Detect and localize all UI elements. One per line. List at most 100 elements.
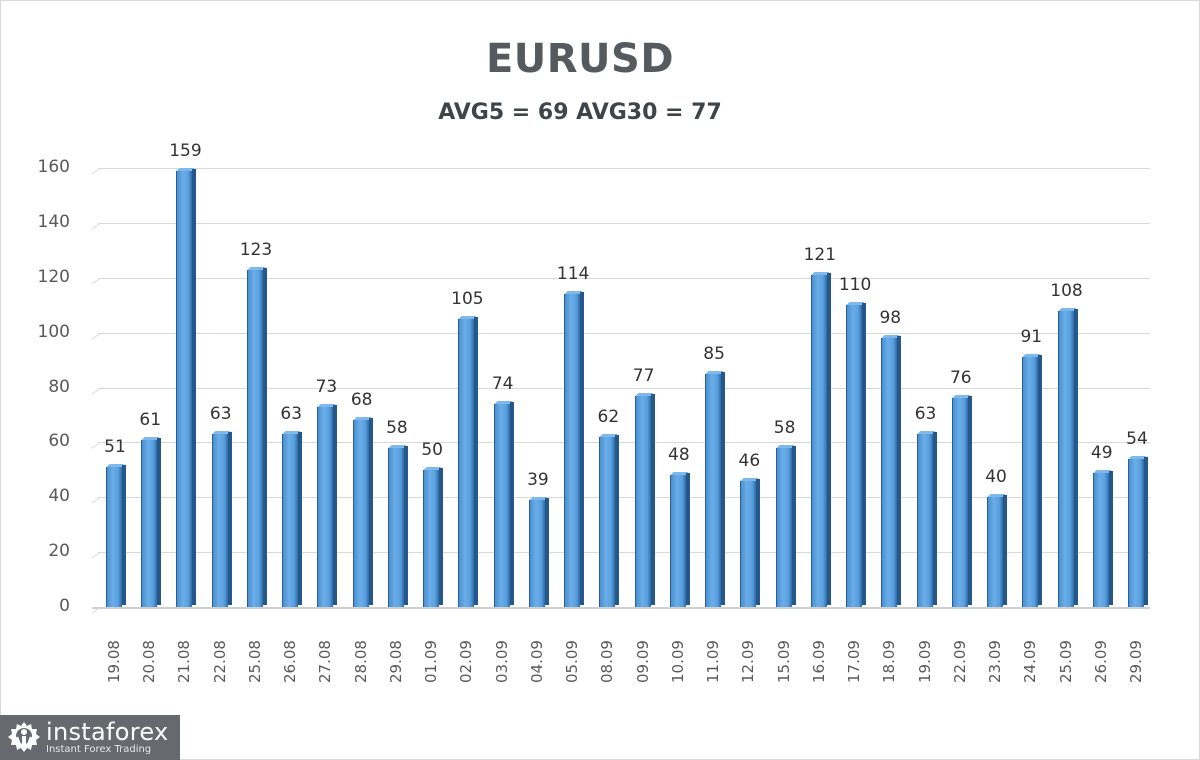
data-label: 58	[773, 417, 796, 438]
bar-05.09	[564, 292, 585, 607]
bar-10.09	[669, 473, 690, 607]
bar-22.09	[951, 396, 972, 607]
x-tick-label: 25.08	[245, 640, 264, 683]
data-label: 61	[139, 409, 162, 430]
bar-19.09	[916, 432, 937, 607]
data-label: 76	[949, 368, 972, 389]
x-tick-label: 25.09	[1056, 640, 1075, 683]
gridline	[98, 277, 1150, 279]
x-tick-label: 08.09	[598, 640, 617, 683]
data-label: 39	[527, 469, 549, 490]
y-tick-label: 60	[48, 431, 70, 452]
bar-20.08	[141, 437, 162, 607]
x-tick-label: 16.09	[809, 640, 828, 683]
bar-12.09	[740, 478, 761, 607]
data-label: 114	[556, 264, 590, 285]
data-label: 48	[668, 445, 690, 466]
x-tick-label: 21.08	[175, 640, 194, 683]
x-tick-label: 27.08	[316, 640, 335, 683]
x-tick-label: 17.09	[845, 640, 864, 683]
gridline	[98, 497, 1150, 499]
x-tick-label: 19.08	[105, 640, 123, 683]
bar-03.09	[493, 401, 514, 607]
data-label: 49	[1090, 442, 1113, 463]
x-axis-floor	[92, 607, 1150, 609]
data-label: 50	[421, 439, 443, 460]
bar-01.09	[423, 467, 444, 607]
gear-person-logo-icon	[8, 721, 40, 752]
x-tick-label: 18.09	[880, 640, 899, 683]
bar-16.09	[810, 273, 831, 607]
gridline	[98, 332, 1150, 334]
gridline-cap	[91, 277, 101, 285]
data-label: 73	[315, 376, 338, 397]
bar-18.09	[881, 336, 902, 607]
x-tick-label: 22.09	[950, 640, 969, 683]
bar-28.08	[352, 418, 373, 607]
x-tick-label: 23.09	[986, 640, 1005, 683]
data-label: 74	[491, 373, 514, 394]
gridline	[98, 387, 1150, 389]
x-tick-label: 11.09	[704, 640, 723, 683]
gridline-cap	[91, 222, 101, 230]
data-label: 63	[209, 404, 232, 425]
y-tick-label: 40	[48, 486, 70, 507]
x-tick-label: 02.09	[457, 640, 476, 683]
data-label: 58	[386, 417, 408, 438]
bar-29.08	[387, 445, 408, 607]
gridline-cap	[91, 387, 101, 395]
x-tick-label: 05.09	[563, 640, 582, 683]
y-tick-label: 80	[48, 376, 70, 397]
data-label: 110	[838, 275, 872, 296]
data-label: 63	[280, 404, 303, 425]
bar-26.09	[1092, 470, 1113, 607]
data-label: 159	[169, 140, 202, 161]
y-tick-label: 120	[37, 266, 70, 287]
gridline-cap	[91, 552, 101, 559]
data-label: 40	[985, 467, 1007, 488]
data-label: 98	[879, 308, 902, 329]
x-tick-label: 20.08	[140, 640, 159, 683]
bar-08.09	[599, 434, 620, 607]
gridline	[98, 222, 1150, 224]
bar-27.08	[317, 404, 338, 607]
instaforex-watermark: instaforex Instant Forex Trading	[0, 715, 180, 760]
brand-tagline: Instant Forex Trading	[46, 744, 152, 755]
x-tick-label: 24.09	[1021, 640, 1040, 683]
gridline	[98, 168, 1150, 169]
bar-29.09	[1128, 456, 1148, 607]
bar-17.09	[846, 303, 867, 607]
data-label: 62	[597, 406, 620, 427]
x-tick-label: 28.08	[351, 640, 370, 683]
x-tick-label: 19.09	[915, 640, 934, 683]
bar-15.09	[775, 445, 796, 607]
bar-24.09	[1022, 355, 1043, 607]
data-label: 123	[239, 239, 273, 260]
y-tick-label: 160	[37, 157, 70, 177]
x-tick-label: 04.09	[527, 640, 546, 683]
data-label: 63	[914, 404, 937, 425]
bar-21.08	[176, 168, 197, 607]
x-tick-label: 03.09	[492, 640, 511, 683]
bar-22.08	[211, 432, 232, 607]
gridline-cap	[91, 168, 101, 175]
chart-title: EURUSD	[485, 36, 675, 82]
y-tick-label: 100	[37, 321, 70, 342]
bar-23.09	[987, 495, 1008, 607]
x-tick-label: 12.09	[739, 640, 758, 683]
data-label: 51	[104, 437, 126, 458]
x-tick-label: 01.09	[422, 640, 441, 683]
y-tick-label: 140	[37, 211, 70, 232]
x-tick-label: 26.08	[281, 640, 300, 683]
brand-name: instaforex	[46, 718, 169, 746]
bar-09.09	[634, 393, 655, 607]
chart-subtitle: AVG5 = 69 AVG30 = 77	[438, 100, 722, 125]
data-label: 105	[451, 288, 484, 309]
bar-25.08	[246, 267, 267, 607]
x-tick-label: 29.09	[1127, 640, 1145, 683]
data-label: 108	[1050, 280, 1083, 301]
bar-19.08	[106, 465, 126, 607]
gridline-cap	[91, 332, 101, 340]
